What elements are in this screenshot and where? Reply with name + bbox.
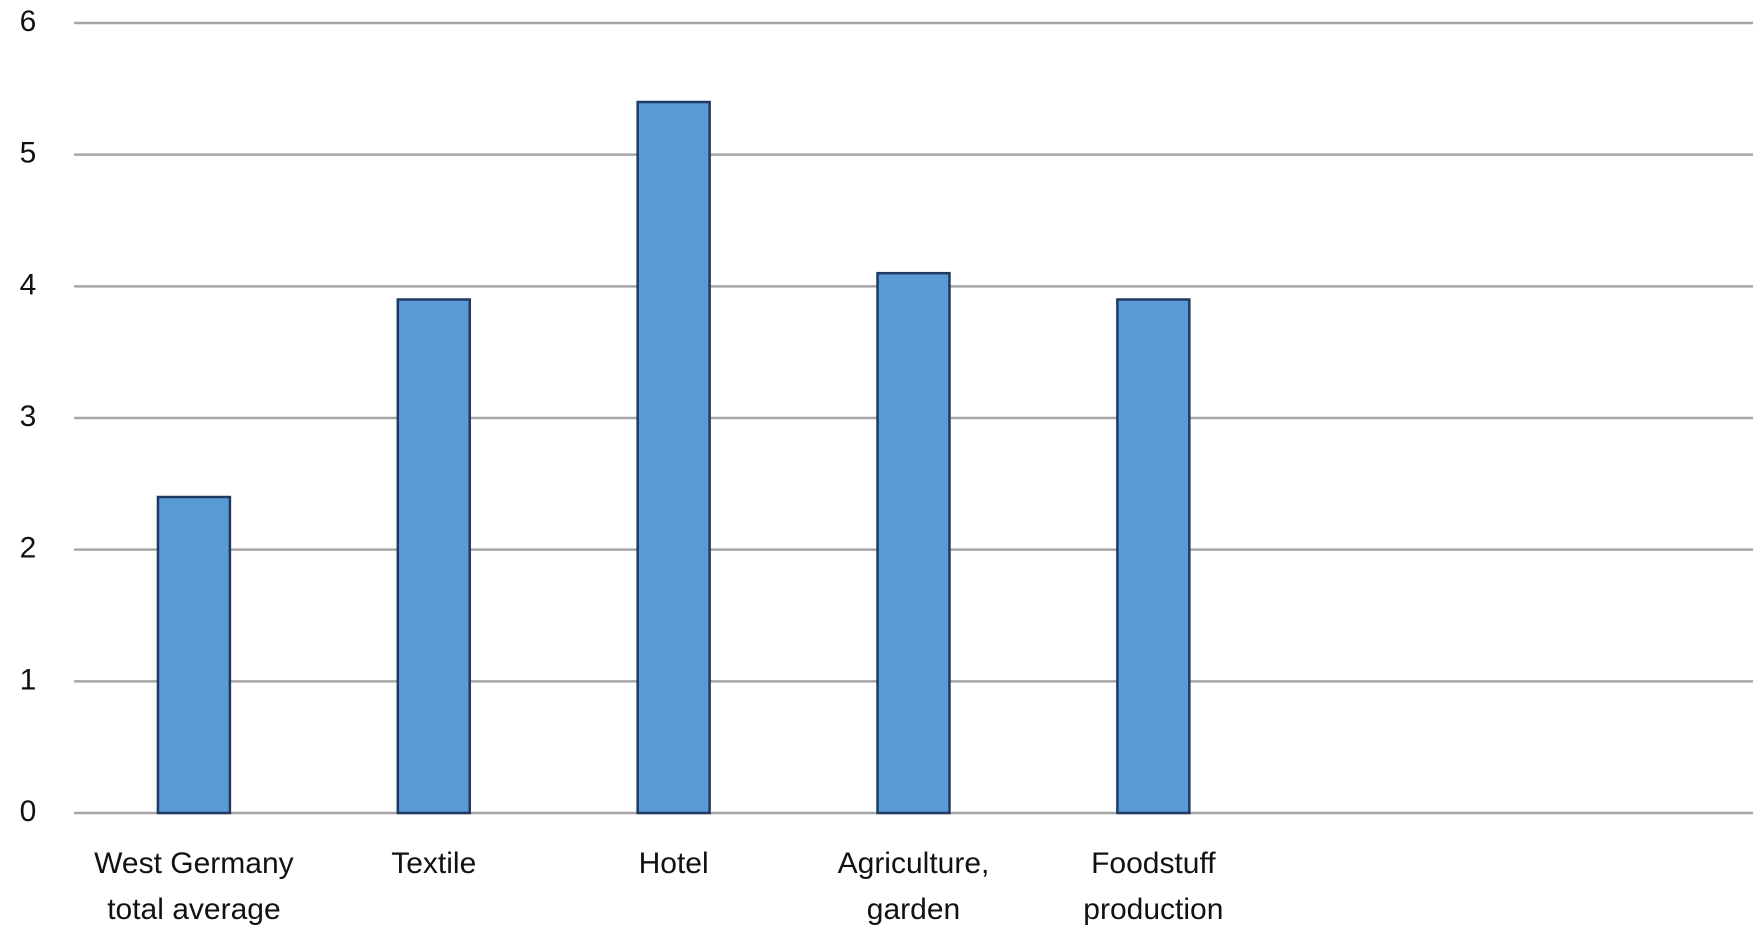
x-tick-label: Textile xyxy=(391,847,477,880)
bar xyxy=(156,495,232,815)
bar xyxy=(876,271,951,815)
y-tick-label: 6 xyxy=(20,5,37,38)
x-tick-label: West Germany total average xyxy=(94,847,294,926)
x-tick-label: Hotel xyxy=(638,847,709,880)
y-tick-label: 1 xyxy=(20,663,37,696)
x-tick-label: Foodstuff production xyxy=(1083,847,1224,926)
bar xyxy=(636,100,711,815)
y-tick-label: 3 xyxy=(20,400,37,433)
y-tick-label: 2 xyxy=(20,532,37,565)
x-tick-label: Agriculture, garden xyxy=(837,847,990,926)
y-tick-label: 4 xyxy=(20,268,37,301)
bar xyxy=(396,298,472,815)
y-tick-label: 5 xyxy=(20,137,37,170)
y-tick-label: 0 xyxy=(20,795,37,828)
bar xyxy=(1116,298,1191,815)
